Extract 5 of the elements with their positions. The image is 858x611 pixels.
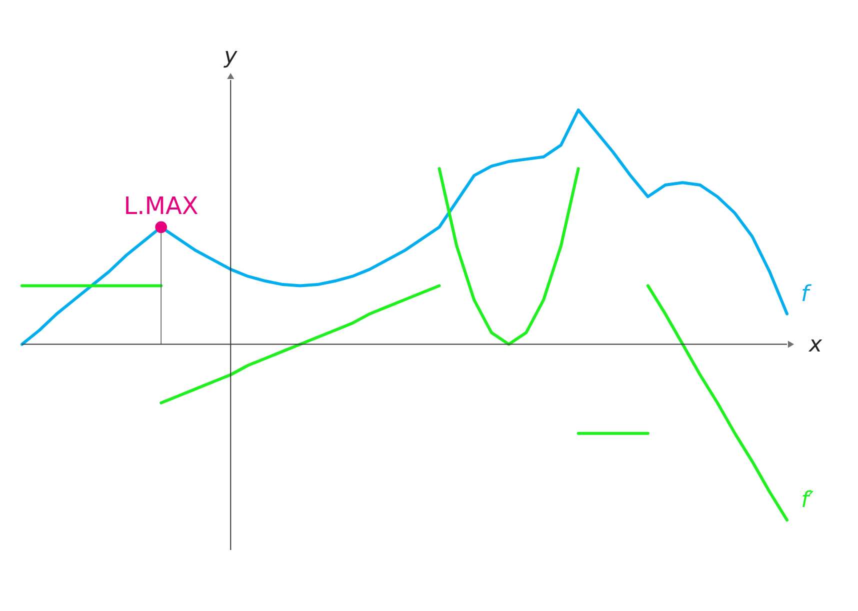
series-label: f′ [801,488,814,513]
y-axis-title: y [223,44,238,69]
series-label: f [801,282,812,307]
annotation: L.MAX [124,192,198,220]
x-axis-title: x [808,332,823,358]
